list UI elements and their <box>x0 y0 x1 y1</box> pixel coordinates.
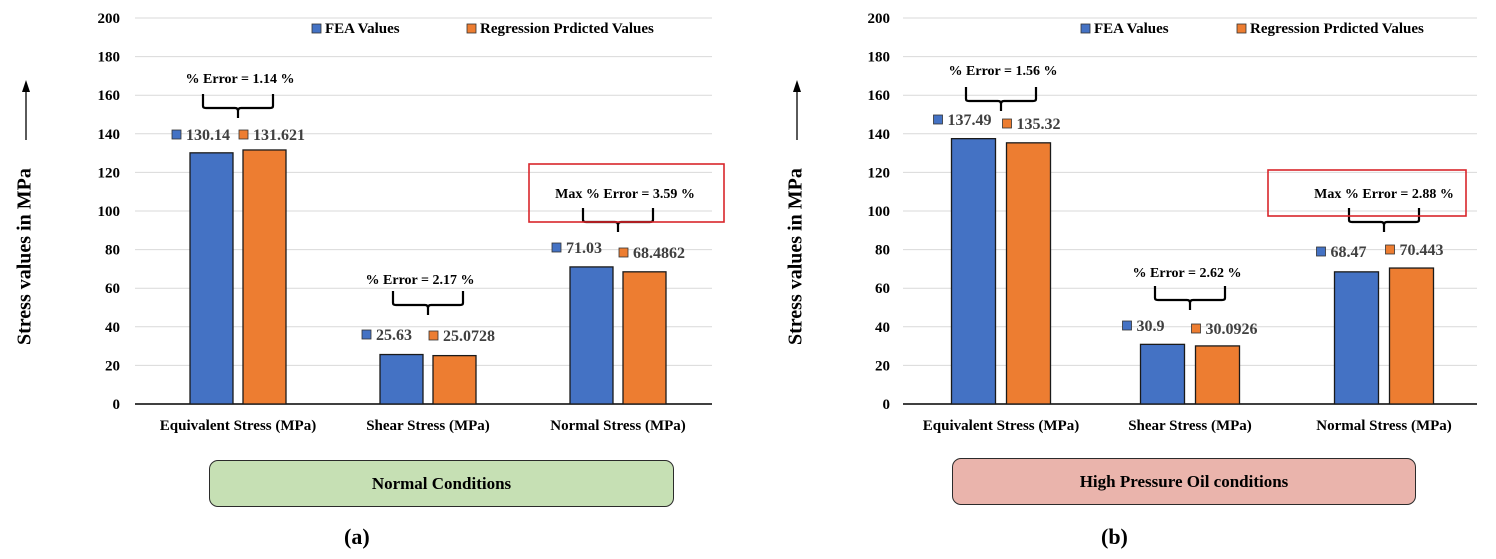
panel-a-bar-regression <box>622 271 667 405</box>
panel-b-y-axis-label: Stress values in MPa <box>785 168 807 345</box>
panel-a-y-tick-label: 100 <box>98 204 121 220</box>
panel-a-y-tick-label: 160 <box>98 88 121 104</box>
panel-b-error-bracket <box>1347 208 1421 232</box>
panel-b-data-label-swatch <box>1316 246 1326 257</box>
panel-a-bar-fea <box>569 266 614 405</box>
panel-b-x-category-label: Shear Stress (MPa) <box>1128 418 1252 434</box>
panel-a-x-category-label: Shear Stress (MPa) <box>366 418 490 434</box>
panel-b-bar-regression <box>1005 142 1052 405</box>
panel-b-y-tick-label: 60 <box>875 281 890 297</box>
panel-a-y-tick-label: 180 <box>98 50 121 66</box>
panel-a-bar-regression <box>432 354 477 405</box>
panel-b-bar-regression <box>1388 267 1435 405</box>
panel-b-data-label: 135.32 <box>1017 116 1061 133</box>
panel-a-data-label: 130.14 <box>186 127 230 144</box>
panel-a-legend-swatch-regression <box>466 23 477 34</box>
panel-a-bar-fea <box>189 152 234 405</box>
panel-b-error-annotation: % Error = 1.56 % <box>949 64 1058 79</box>
panel-a-legend-swatch-fea <box>311 23 322 34</box>
panel-a-data-label: 68.4862 <box>633 245 685 262</box>
panel-b-data-label-swatch <box>1122 320 1132 331</box>
panel-a-max-error-annotation: Max % Error = 3.59 % <box>555 187 695 202</box>
panel-a-error-annotation: % Error = 1.14 % <box>186 72 295 87</box>
panel-a-data-label-swatch <box>361 329 372 340</box>
panel-b-y-axis-arrow-head <box>793 80 801 92</box>
panel-b-data-label-swatch <box>1191 323 1201 334</box>
panel-b-error-annotation: % Error = 2.62 % <box>1133 266 1242 281</box>
panel-a-data-label-swatch <box>428 330 439 341</box>
panel-a-data-label: 71.03 <box>566 240 602 257</box>
panel-b-legend-label-regression: Regression Prdicted Values <box>1250 21 1424 37</box>
condition-box-a: Normal Conditions <box>209 460 674 507</box>
panel-b-data-label: 30.9 <box>1137 318 1165 335</box>
panel-b-data-label: 30.0926 <box>1206 321 1258 338</box>
panel-a-error-bracket <box>581 208 655 232</box>
panel-b-y-tick-label: 160 <box>868 88 891 104</box>
panel-label-a: (a) <box>344 524 370 549</box>
panel-b-y-tick-label: 80 <box>875 243 890 259</box>
panel-a-data-label: 131.621 <box>253 127 305 144</box>
panel-b-error-bracket <box>964 87 1038 111</box>
panel-b-y-tick-label: 180 <box>868 50 891 66</box>
panel-a-data-label-swatch <box>551 242 562 253</box>
panel-b-legend-label-fea: FEA Values <box>1094 21 1169 37</box>
panel-b-max-error-annotation: Max % Error = 2.88 % <box>1314 187 1454 202</box>
panel-b-y-tick-label: 200 <box>868 11 891 27</box>
panel-b-y-tick-label: 20 <box>875 358 890 374</box>
panel-b-error-bracket <box>1153 286 1227 310</box>
panel-a-data-label-swatch <box>618 247 629 258</box>
panel-a-y-tick-label: 120 <box>98 165 121 181</box>
panel-a-x-category-label: Equivalent Stress (MPa) <box>160 418 316 434</box>
panel-label-b: (b) <box>1101 524 1128 549</box>
panel-b-data-label-swatch <box>933 114 943 125</box>
panel-a-y-tick-label: 140 <box>98 127 121 143</box>
panel-b-data-label: 68.47 <box>1331 244 1367 261</box>
panel-b-y-tick-label: 40 <box>875 320 890 336</box>
panel-b-legend-swatch-fea <box>1080 23 1091 34</box>
panel-a-bar-fea <box>379 353 424 405</box>
panel-b-y-tick-label: 0 <box>883 397 891 413</box>
panel-b-bar-fea <box>1333 271 1380 405</box>
panel-b-data-label: 137.49 <box>948 112 992 129</box>
panel-a-y-tick-label: 200 <box>98 11 121 27</box>
panel-a-y-axis-label: Stress values in MPa <box>14 168 36 345</box>
panel-a-error-annotation: % Error = 2.17 % <box>366 273 475 288</box>
panel-a-legend-label-fea: FEA Values <box>325 21 400 37</box>
panel-b-max-error-highlight-box <box>1267 169 1467 217</box>
panel-a-data-label: 25.0728 <box>443 328 495 345</box>
panel-a-error-bracket <box>201 94 275 118</box>
panel-b-data-label-swatch <box>1385 244 1395 255</box>
panel-b-legend-swatch-regression <box>1236 23 1247 34</box>
panel-a-y-tick-label: 0 <box>113 397 121 413</box>
panel-a-y-tick-label: 80 <box>105 243 120 259</box>
panel-a-data-label: 25.63 <box>376 327 412 344</box>
panel-b-data-label-swatch <box>1002 118 1012 129</box>
panel-b-x-category-label: Normal Stress (MPa) <box>1316 418 1452 434</box>
panel-b-y-tick-label: 100 <box>868 204 891 220</box>
condition-box-b: High Pressure Oil conditions <box>952 458 1416 505</box>
panel-a-y-tick-label: 40 <box>105 320 120 336</box>
panel-b-bar-regression <box>1194 345 1241 405</box>
panel-a-error-bracket <box>391 291 465 315</box>
panel-b-y-tick-label: 140 <box>868 127 891 143</box>
panel-a-y-tick-label: 60 <box>105 281 120 297</box>
panel-b-bar-fea <box>1139 343 1186 405</box>
panel-b-data-label: 70.443 <box>1400 242 1444 259</box>
panel-b-y-tick-label: 120 <box>868 165 891 181</box>
panel-b-x-category-label: Equivalent Stress (MPa) <box>923 418 1079 434</box>
panel-a-max-error-highlight-box <box>528 163 725 223</box>
panel-b-bar-fea <box>950 137 997 405</box>
panel-a-y-tick-label: 20 <box>105 358 120 374</box>
panel-a-data-label-swatch <box>238 129 249 140</box>
panel-a-data-label-swatch <box>171 129 182 140</box>
panel-a-y-axis-arrow-head <box>22 80 30 92</box>
panel-a-x-category-label: Normal Stress (MPa) <box>550 418 686 434</box>
panel-a-legend-label-regression: Regression Prdicted Values <box>480 21 654 37</box>
panel-a-bar-regression <box>242 149 287 405</box>
